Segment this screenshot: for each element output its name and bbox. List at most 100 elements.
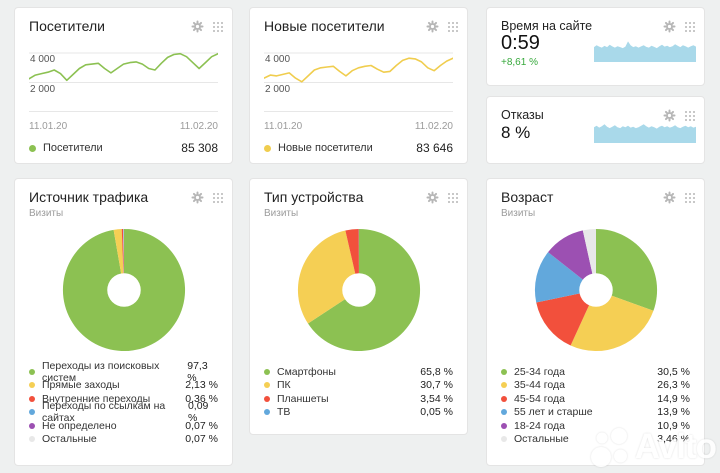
legend-item: Планшеты 3,54 % bbox=[264, 392, 453, 406]
legend-value: 85 308 bbox=[181, 141, 218, 155]
line-chart-area: 4 000 2 000 bbox=[264, 44, 453, 116]
legend-label: Остальные bbox=[514, 433, 569, 446]
gear-icon[interactable] bbox=[663, 191, 676, 204]
legend-label: ПК bbox=[277, 379, 291, 392]
widget-header: Тип устройства bbox=[264, 189, 458, 205]
widget-header: Отказы bbox=[501, 107, 695, 123]
legend-label: Планшеты bbox=[277, 392, 329, 405]
legend-item: ТВ 0,05 % bbox=[264, 406, 453, 420]
legend-dot bbox=[29, 382, 35, 389]
legend-label: 35-44 года bbox=[514, 379, 565, 392]
legend-label: Не определено bbox=[42, 419, 117, 432]
legend-dot bbox=[501, 382, 507, 389]
legend-item: Остальные 0,07 % bbox=[29, 433, 218, 447]
legend-item: Новые посетители 83 646 bbox=[264, 141, 453, 155]
widget-visitors: Посетители 4 000 2 000 11.01.20 11.02.20… bbox=[14, 7, 233, 164]
gear-icon[interactable] bbox=[191, 191, 204, 204]
widget-header: Возраст bbox=[501, 189, 695, 205]
legend-value: 3,54 % bbox=[420, 392, 453, 405]
legend-dot bbox=[264, 382, 270, 389]
legend-dot bbox=[264, 144, 271, 152]
x-axis-dates: 11.01.20 11.02.20 bbox=[29, 121, 218, 132]
widget-title: Источник трафика bbox=[29, 189, 149, 205]
drag-handle-icon[interactable] bbox=[213, 192, 223, 203]
drag-handle-icon[interactable] bbox=[448, 192, 458, 203]
x-axis-dates: 11.01.20 11.02.20 bbox=[264, 121, 453, 132]
y-axis-label-top: 4 000 bbox=[30, 54, 56, 65]
legend-dot bbox=[264, 395, 270, 402]
widget-title: Отказы bbox=[501, 108, 544, 122]
widget-title: Время на сайте bbox=[501, 19, 593, 33]
device-type-legend: Смартфоны 65,8 % ПК 30,7 % Планшеты 3,54 % ТВ 0… bbox=[264, 365, 453, 419]
legend-item: ПК 30,7 % bbox=[264, 379, 453, 393]
legend-dot bbox=[29, 368, 35, 375]
gear-icon[interactable] bbox=[426, 191, 439, 204]
gear-icon[interactable] bbox=[663, 109, 676, 122]
legend-label: Прямые заходы bbox=[42, 379, 120, 392]
legend-item: 18-24 года 10,9 % bbox=[501, 419, 690, 433]
legend-dot bbox=[29, 409, 35, 416]
widget-actions bbox=[426, 191, 458, 204]
legend-dot bbox=[29, 436, 35, 443]
age-donut-chart bbox=[534, 228, 657, 352]
legend-item: Переходы по ссылкам на сайтах 0,09 % bbox=[29, 400, 218, 424]
new-visitors-line-chart bbox=[264, 52, 453, 112]
widget-header: Посетители bbox=[29, 18, 223, 34]
drag-handle-icon[interactable] bbox=[685, 21, 695, 32]
widget-traffic-source: Источник трафика Визиты Переходы из поис… bbox=[14, 178, 233, 466]
widget-device-type: Тип устройства Визиты Смартфоны 65,8 % ПК 3… bbox=[249, 178, 468, 435]
legend-label: Смартфоны bbox=[277, 365, 336, 378]
gear-icon[interactable] bbox=[426, 20, 439, 33]
bounces-sparkline bbox=[594, 124, 696, 143]
widget-title: Новые посетители bbox=[264, 18, 385, 34]
legend-dot bbox=[501, 422, 507, 429]
widget-header: Время на сайте bbox=[501, 18, 695, 34]
legend-value: 0,07 % bbox=[185, 419, 218, 432]
widget-subtitle: Визиты bbox=[29, 208, 64, 219]
widget-actions bbox=[663, 191, 695, 204]
widget-bounces: Отказы 8 % bbox=[486, 96, 705, 164]
widget-actions bbox=[191, 20, 223, 33]
legend-label: Новые посетители bbox=[278, 142, 373, 154]
y-axis-label-top: 4 000 bbox=[265, 54, 291, 65]
legend-label: Переходы из поисковых систем bbox=[42, 359, 160, 384]
legend-label: Внутренние переходы bbox=[42, 392, 151, 405]
legend-item: Посетители 85 308 bbox=[29, 141, 218, 155]
date-end: 11.02.20 bbox=[414, 121, 453, 132]
legend-item: 55 лет и старше 13,9 % bbox=[501, 406, 690, 420]
date-start: 11.01.20 bbox=[264, 121, 303, 132]
line-chart-area: 4 000 2 000 bbox=[29, 44, 218, 116]
gear-icon[interactable] bbox=[663, 20, 676, 33]
gear-icon[interactable] bbox=[191, 20, 204, 33]
legend-item: Переходы из поисковых систем 97,3 % bbox=[29, 360, 218, 384]
legend-item: Не определено 0,07 % bbox=[29, 419, 218, 433]
legend-item: 35-44 года 26,3 % bbox=[501, 379, 690, 393]
drag-handle-icon[interactable] bbox=[213, 21, 223, 32]
drag-handle-icon[interactable] bbox=[685, 110, 695, 121]
device-type-donut-chart bbox=[297, 228, 420, 352]
legend-item: Прямые заходы 2,13 % bbox=[29, 379, 218, 393]
widget-title: Посетители bbox=[29, 18, 105, 34]
visitors-line-chart bbox=[29, 52, 218, 112]
legend-value: 3,46 % bbox=[657, 433, 690, 446]
widget-subtitle: Визиты bbox=[264, 208, 299, 219]
drag-handle-icon[interactable] bbox=[685, 192, 695, 203]
widget-subtitle: Визиты bbox=[501, 208, 536, 219]
traffic-source-donut-chart bbox=[62, 228, 185, 352]
widget-time-on-site: Время на сайте 0:59 +8,61 % bbox=[486, 7, 705, 86]
legend-value: 0,09 % bbox=[187, 400, 209, 425]
legend-dot bbox=[29, 395, 35, 402]
widget-header: Источник трафика bbox=[29, 189, 223, 205]
drag-handle-icon[interactable] bbox=[448, 21, 458, 32]
legend-value: 83 646 bbox=[416, 141, 453, 155]
legend-dot bbox=[501, 368, 507, 375]
date-start: 11.01.20 bbox=[29, 121, 68, 132]
traffic-source-legend: Переходы из поисковых систем 97,3 % Прямые… bbox=[29, 360, 218, 447]
legend-value: 14,9 % bbox=[657, 392, 690, 405]
widget-actions bbox=[663, 20, 695, 33]
date-end: 11.02.20 bbox=[179, 121, 218, 132]
kpi-change-positive: +8,61 % bbox=[501, 57, 538, 68]
y-axis-label-bottom: 2 000 bbox=[30, 84, 56, 95]
widget-header: Новые посетители bbox=[264, 18, 458, 34]
legend-item: Внутренние переходы 0,36 % bbox=[29, 392, 218, 406]
